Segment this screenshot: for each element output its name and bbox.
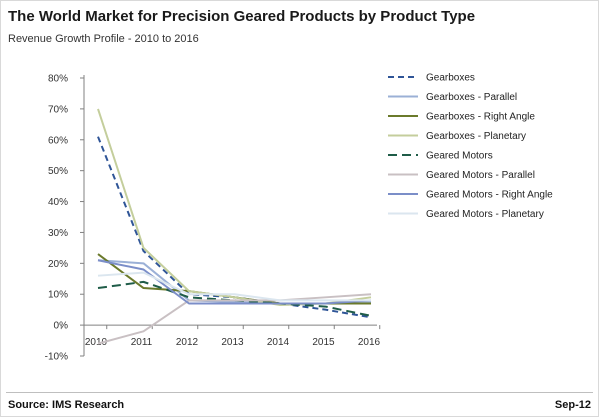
series-line-5 (97, 280, 372, 317)
chart-legend: Gearboxes Gearboxes - Parallel Gearboxes -… (388, 73, 553, 220)
y-tick-label: -10% (45, 352, 68, 363)
date-note: Sep-12 (554, 399, 591, 411)
footer-divider (6, 392, 593, 393)
x-tick-label: 2013 (221, 337, 244, 348)
legend-label: Gearboxes - Right Angle (426, 112, 535, 123)
chart-series-lines (97, 108, 372, 345)
y-tick-label: 80% (48, 74, 68, 85)
legend-label: Geared Motors - Parallel (426, 170, 535, 181)
chart-subtitle: Revenue Growth Profile - 2010 to 2016 (8, 33, 199, 45)
series-line-1 (97, 136, 372, 319)
series-line-4 (97, 108, 372, 307)
y-tick-label: 20% (48, 259, 68, 270)
x-tick-label: 2011 (131, 337, 153, 348)
chart-ticks: -10%0%10%20%30%40%50%60%70%80%2010201120… (45, 74, 381, 363)
legend-label: Geared Motors - Right Angle (426, 190, 553, 201)
y-tick-label: 10% (48, 290, 68, 301)
legend-label: Geared Motors (426, 151, 493, 162)
legend-label: Geared Motors - Planetary (426, 209, 544, 220)
y-tick-label: 50% (48, 166, 68, 177)
legend-label: Gearboxes - Parallel (426, 92, 517, 103)
x-tick-label: 2010 (85, 337, 108, 348)
source-note: Source: IMS Research (8, 399, 125, 411)
chart-axes (83, 75, 377, 356)
y-tick-label: 60% (48, 135, 68, 146)
series-line-8 (97, 271, 371, 302)
y-tick-label: 70% (48, 104, 68, 115)
series-line-7 (97, 259, 372, 305)
legend-label: Gearboxes - Planetary (426, 131, 526, 142)
chart-title: The World Market for Precision Geared Pr… (8, 8, 476, 25)
y-tick-label: 30% (48, 228, 68, 239)
legend-label: Gearboxes (426, 73, 475, 84)
x-tick-label: 2016 (358, 337, 381, 348)
y-tick-label: 40% (48, 197, 68, 208)
x-tick-label: 2012 (176, 337, 199, 348)
x-tick-label: 2015 (312, 337, 335, 348)
series-line-6 (97, 293, 372, 345)
x-tick-label: 2014 (267, 337, 290, 348)
